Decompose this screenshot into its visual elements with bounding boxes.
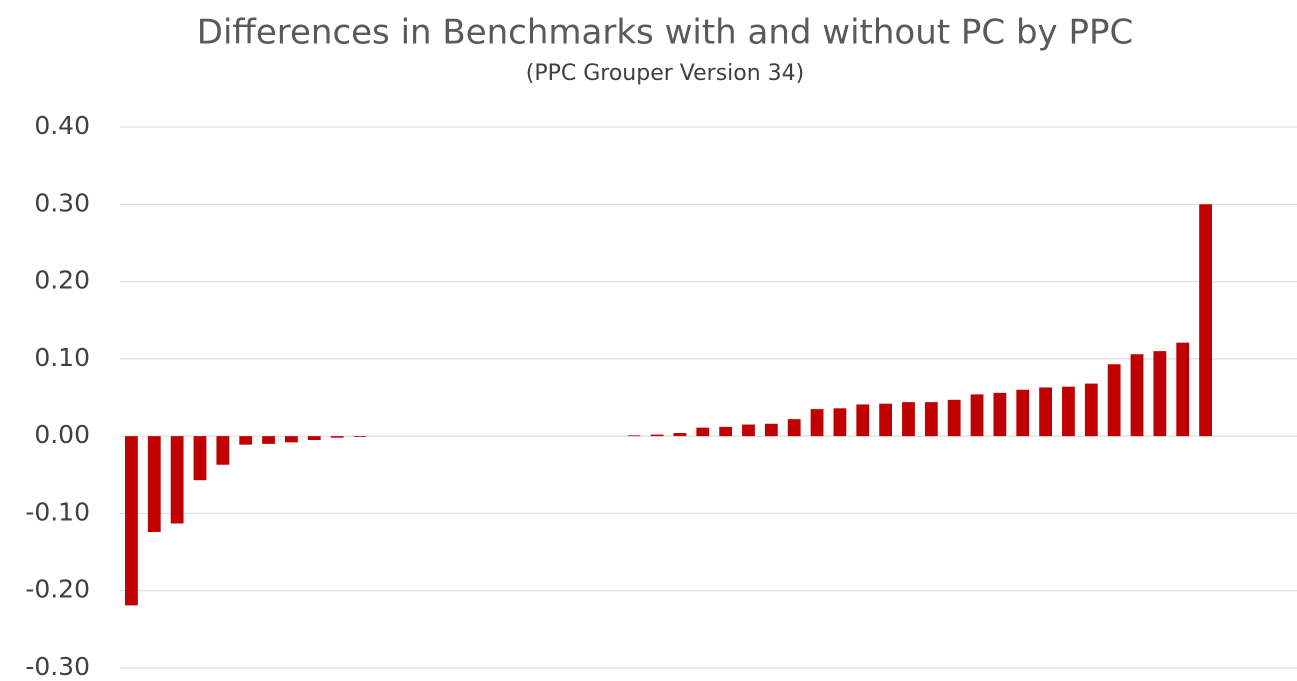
chart-subtitle: (PPC Grouper Version 34) (526, 61, 805, 86)
bar (924, 402, 938, 437)
chart-title: Differences in Benchmarks with and witho… (197, 13, 1133, 53)
y-tick-label: 0.40 (34, 111, 90, 140)
y-tick-label: 0.00 (34, 420, 90, 449)
y-tick-label: 0.20 (34, 266, 90, 295)
y-tick-label: 0.30 (34, 188, 90, 217)
bar (170, 436, 184, 524)
bar (1084, 383, 1098, 437)
bar (1153, 351, 1167, 437)
bar (627, 435, 641, 437)
bar (216, 436, 230, 465)
bar (1016, 389, 1030, 437)
y-tick-label: -0.30 (25, 652, 90, 681)
bar (742, 424, 755, 437)
bar (353, 436, 367, 437)
bar (1062, 386, 1075, 437)
bar (1039, 387, 1052, 437)
bar (1107, 364, 1121, 437)
bar (307, 436, 321, 441)
bar (993, 392, 1007, 437)
bar (239, 436, 253, 445)
bar (285, 436, 298, 443)
bar (650, 434, 664, 437)
bar (147, 436, 161, 532)
bar (810, 409, 824, 437)
bar (125, 436, 138, 606)
bar (1199, 204, 1212, 437)
bar (856, 404, 870, 437)
bar (970, 394, 984, 437)
y-tick-label: -0.10 (25, 497, 90, 526)
y-tick-label: -0.20 (25, 575, 90, 604)
bar (1176, 342, 1190, 437)
bar (330, 436, 344, 438)
bar (947, 399, 961, 437)
bar (719, 426, 733, 437)
bar (1130, 354, 1144, 437)
bar (696, 427, 710, 437)
bar (833, 408, 847, 437)
bar (764, 423, 778, 437)
bar (262, 436, 275, 444)
bar (787, 419, 801, 437)
bar (879, 403, 893, 437)
bar (902, 402, 915, 437)
bar (193, 436, 207, 481)
y-tick-label: 0.10 (34, 343, 90, 372)
bar (673, 433, 687, 437)
